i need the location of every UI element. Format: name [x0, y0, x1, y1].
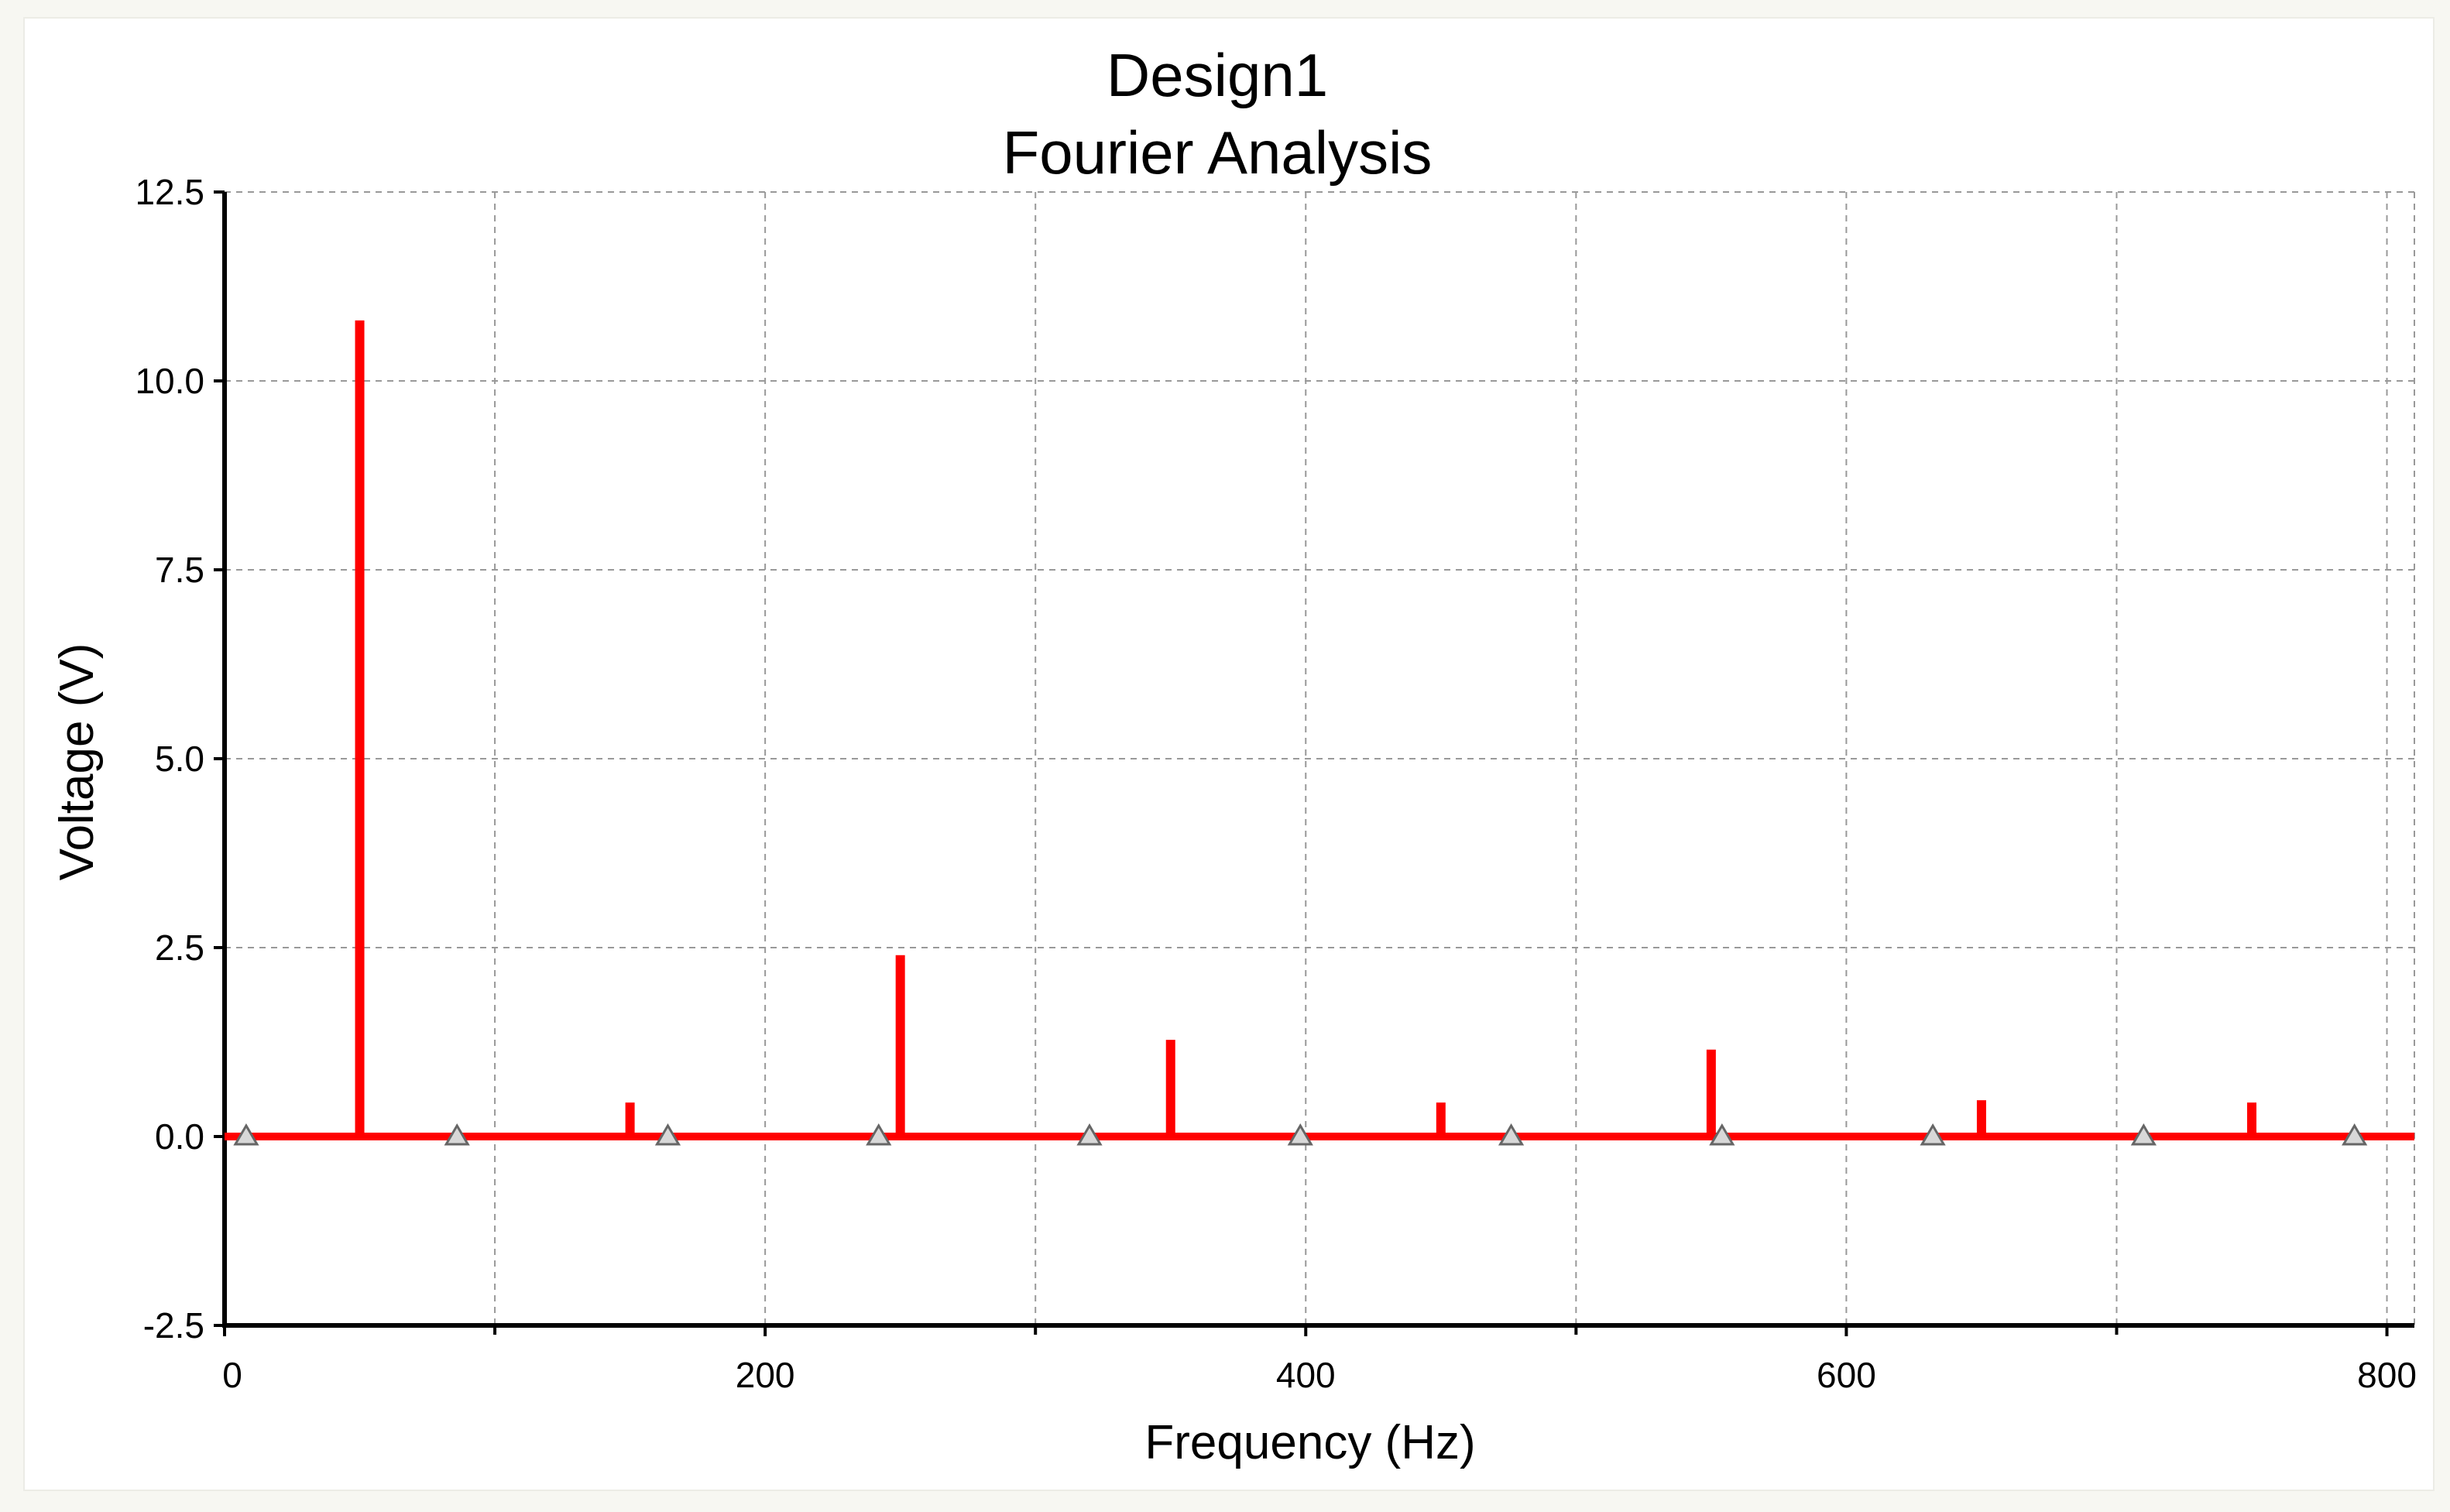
x-tick-label: 600: [1817, 1355, 1876, 1395]
y-tick-label: 0.0: [155, 1116, 204, 1157]
y-tick-label: 7.5: [155, 550, 204, 590]
grid: [225, 191, 2415, 1325]
y-axis-label: Voltage (V): [50, 643, 104, 881]
baseline-marker: [1709, 1123, 1735, 1146]
baseline-marker: [444, 1123, 470, 1146]
baseline-marker: [233, 1123, 259, 1146]
tick-labels: -2.5 0.0 2.5 5.0 7.5 10.0 12.5 0 200 400 600 800: [135, 172, 2416, 1395]
axes: [214, 190, 2414, 1336]
y-tick-label: 10.0: [135, 361, 204, 401]
chart-title: Design1: [1107, 41, 1328, 109]
baseline-marker: [654, 1123, 681, 1146]
baseline-marker: [1287, 1123, 1313, 1146]
x-tick-label: 0: [222, 1355, 242, 1395]
y-tick-label: -2.5: [143, 1305, 204, 1346]
baseline-marker: [1076, 1123, 1103, 1146]
baseline-marker: [1498, 1123, 1525, 1146]
fourier-chart: -2.5 0.0 2.5 5.0 7.5 10.0 12.5 0 200 400 600 800 De…: [50, 41, 2417, 1469]
y-tick-label: 2.5: [155, 927, 204, 968]
baseline-marker: [2342, 1123, 2368, 1146]
y-tick-label: 12.5: [135, 172, 204, 212]
chart-subtitle: Fourier Analysis: [1003, 118, 1433, 187]
baseline-marker: [2130, 1123, 2157, 1146]
stems: [225, 320, 2414, 1140]
x-tick-label: 800: [2357, 1355, 2417, 1395]
baseline-marker: [1920, 1123, 1946, 1146]
x-axis-label: Frequency (Hz): [1144, 1416, 1475, 1469]
chart-frame: -2.5 0.0 2.5 5.0 7.5 10.0 12.5 0 200 400 600 800 De…: [23, 17, 2435, 1491]
y-tick-label: 5.0: [155, 739, 204, 779]
x-tick-label: 400: [1276, 1355, 1336, 1395]
zero-markers: [233, 1123, 2368, 1146]
baseline-marker: [866, 1123, 892, 1146]
x-tick-label: 200: [736, 1355, 795, 1395]
